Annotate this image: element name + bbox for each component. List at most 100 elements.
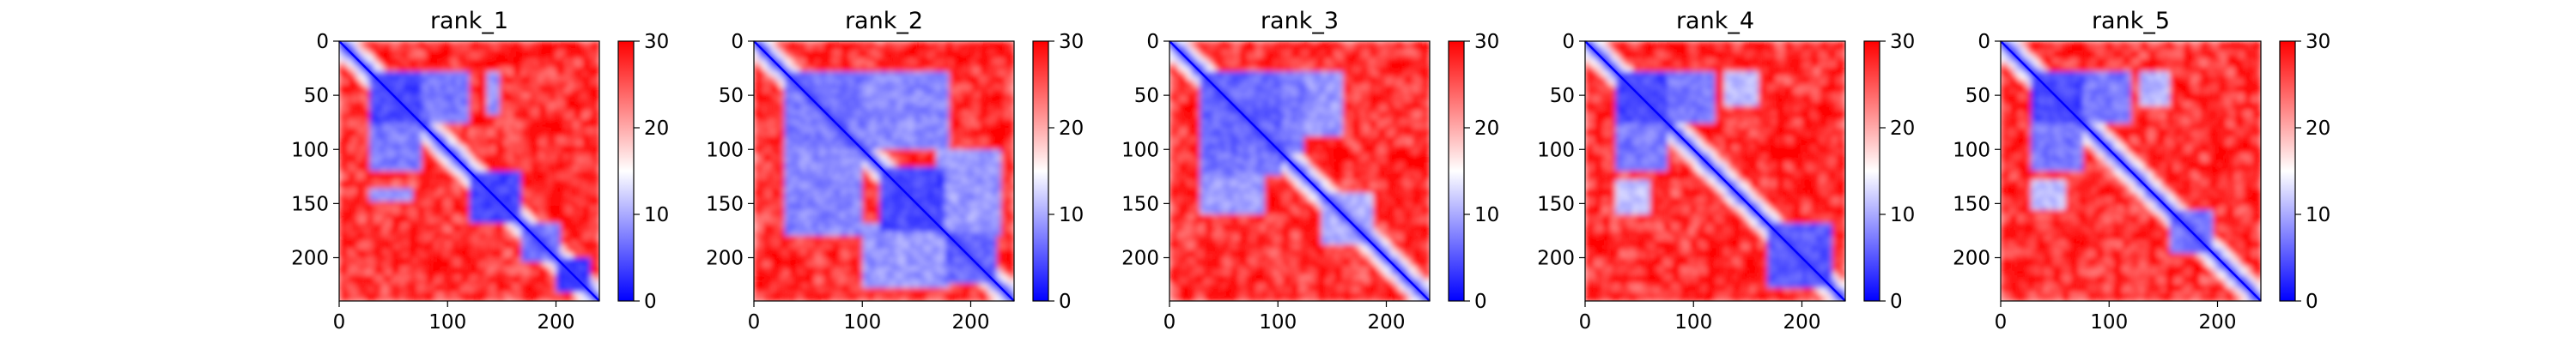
heatmap-cell xyxy=(568,196,574,202)
heatmap-cell xyxy=(408,114,414,120)
heatmap-cell xyxy=(408,214,414,220)
heatmap-cell xyxy=(892,101,898,107)
heatmap-cell xyxy=(896,118,902,124)
heatmap-cell xyxy=(780,80,785,86)
heatmap-cell xyxy=(469,205,475,211)
heatmap-cell xyxy=(343,149,349,154)
heatmap-cell xyxy=(404,249,410,255)
heatmap-cell xyxy=(551,123,557,129)
heatmap-cell xyxy=(871,80,876,86)
heatmap-cell xyxy=(395,253,401,259)
heatmap-cell xyxy=(443,50,448,55)
heatmap-cell xyxy=(486,223,492,228)
heatmap-cell xyxy=(378,253,384,259)
heatmap-cell xyxy=(382,149,388,154)
heatmap-cell xyxy=(495,132,501,137)
heatmap-cell xyxy=(577,175,583,181)
heatmap-cell xyxy=(439,149,444,154)
heatmap-cell xyxy=(758,58,763,63)
heatmap-cell xyxy=(473,149,479,154)
heatmap-cell xyxy=(975,67,981,72)
heatmap-cell xyxy=(775,114,781,120)
heatmap-cell xyxy=(473,71,479,76)
heatmap-cell xyxy=(871,136,876,141)
heatmap-cell xyxy=(507,158,513,163)
heatmap-cell xyxy=(526,41,531,46)
heatmap-cell xyxy=(421,192,427,198)
heatmap-cell xyxy=(884,105,890,111)
heatmap-cell xyxy=(568,240,574,245)
heatmap-cell xyxy=(581,253,587,259)
heatmap-cell xyxy=(767,132,772,137)
heatmap-cell xyxy=(810,136,816,141)
heatmap-cell xyxy=(987,110,993,116)
heatmap-cell xyxy=(892,75,898,81)
heatmap-cell xyxy=(594,128,599,133)
heatmap-cell xyxy=(361,240,366,245)
heatmap-cell xyxy=(547,201,553,207)
heatmap-cell xyxy=(818,101,824,107)
heatmap-cell xyxy=(408,123,414,129)
heatmap-cell xyxy=(404,80,410,86)
heatmap-cell xyxy=(586,153,592,159)
heatmap-cell xyxy=(482,270,488,276)
heatmap-cell xyxy=(513,192,518,198)
heatmap-cell xyxy=(386,149,392,154)
heatmap-cell xyxy=(421,266,427,272)
heatmap-cell xyxy=(517,136,522,141)
heatmap-cell xyxy=(499,223,505,228)
heatmap-cell xyxy=(374,253,380,259)
heatmap-cell xyxy=(970,128,976,133)
heatmap-cell xyxy=(538,93,544,99)
heatmap-cell xyxy=(979,75,985,81)
heatmap-cell xyxy=(530,171,535,177)
heatmap-cell xyxy=(391,162,397,168)
heatmap-cell xyxy=(348,123,353,129)
heatmap-cell xyxy=(940,67,945,72)
heatmap-cell xyxy=(949,41,954,46)
heatmap-cell xyxy=(530,136,535,141)
heatmap-cell xyxy=(412,292,418,298)
heatmap-cell xyxy=(486,240,492,245)
heatmap-cell xyxy=(547,67,553,72)
heatmap-cell xyxy=(581,75,587,81)
heatmap-cell xyxy=(482,296,488,301)
heatmap-cell xyxy=(452,292,457,298)
heatmap-cell xyxy=(560,136,566,141)
heatmap-cell xyxy=(430,219,435,224)
heatmap-cell xyxy=(456,209,461,215)
heatmap-cell xyxy=(465,71,471,76)
heatmap-cell xyxy=(932,132,937,137)
heatmap-cell xyxy=(465,192,471,198)
heatmap-cell xyxy=(378,184,384,190)
heatmap-cell xyxy=(953,45,958,51)
heatmap-cell xyxy=(339,227,344,232)
heatmap-cell xyxy=(932,63,937,68)
heatmap-cell xyxy=(517,184,522,190)
heatmap-cell xyxy=(888,101,894,107)
heatmap-cell xyxy=(1000,93,1006,99)
heatmap-cell xyxy=(590,63,596,68)
heatmap-cell xyxy=(560,58,566,63)
heatmap-cell xyxy=(352,75,357,81)
heatmap-cell xyxy=(517,58,522,63)
y-tick-label: 100 xyxy=(291,139,329,161)
heatmap-cell xyxy=(412,266,418,272)
heatmap-cell xyxy=(404,192,410,198)
heatmap-cell xyxy=(517,253,522,259)
heatmap-cell xyxy=(1005,84,1011,90)
heatmap-cell xyxy=(434,283,440,289)
heatmap-cell xyxy=(495,84,501,90)
heatmap-cell xyxy=(560,292,566,298)
heatmap-cell xyxy=(460,283,466,289)
heatmap-cell xyxy=(987,128,993,133)
heatmap-cell xyxy=(395,257,401,263)
heatmap-cell xyxy=(482,171,488,177)
heatmap-cell xyxy=(543,236,548,241)
heatmap-cell xyxy=(473,105,479,111)
heatmap-cell xyxy=(521,158,526,163)
heatmap-cell xyxy=(788,110,794,116)
heatmap-cell xyxy=(992,105,998,111)
heatmap-cell xyxy=(862,128,867,133)
heatmap-cell xyxy=(551,223,557,228)
